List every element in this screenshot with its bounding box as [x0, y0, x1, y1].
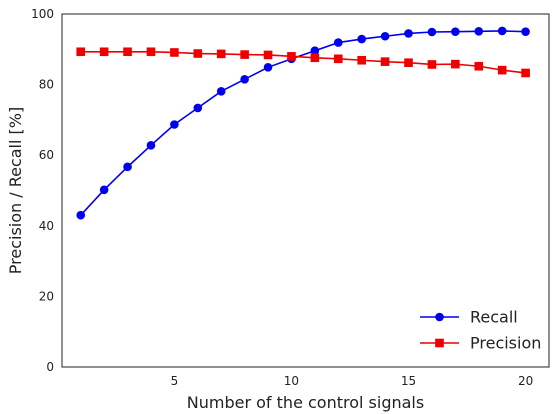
x-tick-label: 10	[284, 374, 299, 388]
plot-area	[61, 13, 550, 368]
data-point-precision	[193, 49, 203, 58]
data-point-recall	[404, 29, 413, 38]
data-point-precision	[123, 47, 132, 57]
data-point-recall	[521, 27, 530, 36]
data-point-recall	[427, 27, 437, 37]
data-point-recall	[99, 185, 109, 195]
y-tick-label: 100	[31, 7, 54, 21]
data-point-precision	[451, 59, 460, 69]
y-tick-label: 0	[46, 360, 54, 374]
data-point-recall	[123, 162, 132, 172]
data-point-precision	[263, 50, 273, 60]
data-point-precision	[170, 48, 179, 57]
data-point-precision	[216, 49, 226, 59]
x-tick-label: 5	[171, 374, 179, 388]
data-point-precision	[521, 68, 530, 78]
y-tick-label: 80	[39, 78, 54, 92]
legend-marker-precision	[435, 338, 444, 348]
data-point-recall	[146, 141, 156, 150]
data-point-precision	[76, 47, 86, 57]
legend-item-precision: Precision	[420, 334, 541, 353]
data-point-precision	[497, 65, 507, 75]
data-point-precision	[287, 52, 296, 61]
legend-label-recall: Recall	[470, 308, 518, 327]
data-point-precision	[380, 57, 390, 66]
data-point-recall	[193, 103, 203, 113]
data-point-precision	[99, 47, 109, 57]
data-point-precision	[474, 61, 484, 71]
data-point-precision	[240, 50, 249, 59]
series-precision	[76, 47, 530, 78]
legend-marker-recall	[435, 312, 444, 322]
legend: Recall Precision	[420, 308, 541, 353]
plot-frame	[61, 13, 550, 368]
data-point-recall	[170, 120, 179, 129]
legend-marker-shape-precision	[435, 338, 444, 348]
data-point-recall	[357, 34, 366, 44]
data-point-recall	[263, 63, 273, 72]
x-axis-label: Number of the control signals	[187, 393, 424, 412]
data-point-recall	[76, 210, 86, 220]
legend-marker-shape-recall	[435, 312, 444, 322]
legend-label-precision: Precision	[470, 334, 541, 353]
series-layer	[76, 26, 530, 220]
data-point-precision	[404, 58, 413, 68]
y-tick-label: 20	[39, 289, 54, 303]
y-tick-label: 60	[39, 148, 54, 162]
data-point-recall	[333, 38, 343, 47]
y-axis-ticks: 0 20 40 60 80 100	[31, 7, 54, 374]
x-tick-label: 15	[401, 374, 416, 388]
data-point-recall	[474, 26, 484, 36]
data-point-precision	[333, 54, 343, 64]
data-point-recall	[497, 26, 507, 36]
y-axis-label: Precision / Recall [%]	[6, 107, 25, 274]
data-point-precision	[146, 47, 156, 57]
data-point-recall	[380, 31, 390, 41]
data-point-recall	[310, 46, 320, 56]
data-point-precision	[357, 55, 366, 65]
x-tick-label: 20	[518, 374, 533, 388]
data-point-recall	[451, 27, 460, 36]
x-axis-ticks: 5 10 15 20	[171, 374, 534, 388]
legend-item-recall: Recall	[420, 308, 518, 327]
data-point-recall	[216, 87, 226, 96]
data-point-precision	[310, 53, 320, 63]
data-point-precision	[427, 60, 437, 69]
data-point-recall	[240, 75, 249, 84]
y-tick-label: 40	[39, 219, 54, 233]
